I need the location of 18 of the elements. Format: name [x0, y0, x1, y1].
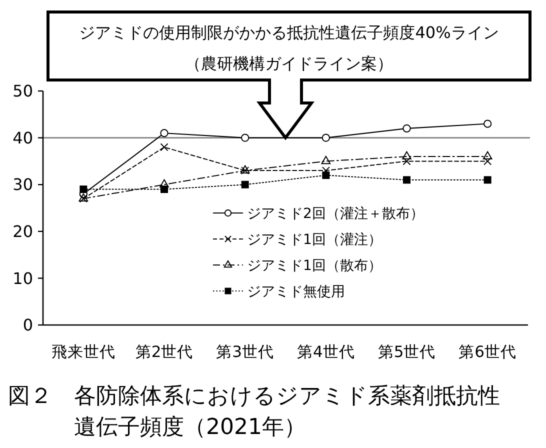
legend-label: ジアミド1回（灌注）	[247, 232, 382, 248]
y-tick-label: 30	[12, 175, 33, 194]
legend-label: ジアミド無使用	[247, 284, 345, 300]
legend-label: ジアミド1回（散布）	[247, 258, 382, 274]
x-tick-label: 第3世代	[216, 343, 274, 361]
legend-label: ジアミド2回（灌注＋散布）	[247, 206, 424, 222]
y-tick-label: 10	[12, 268, 33, 288]
text: ジアミドの使用制限がかかる抵抗性遺伝子頻度40%ライン（農研機構ガイドライン案）	[79, 23, 499, 73]
x-tick-label: 第4世代	[296, 343, 355, 361]
y-tick-label: 0	[22, 316, 33, 335]
text: 図２ 各防除体系におけるジアミド系薬剤抵抗性遺伝子頻度（2021年）	[8, 384, 500, 440]
y-tick-label: 40	[12, 128, 33, 148]
x-tick-label: 第5世代	[378, 343, 436, 361]
x-tick-label: 第6世代	[458, 343, 517, 361]
x-tick-label: 飛来世代	[51, 343, 116, 361]
y-tick-label: 50	[12, 82, 33, 101]
x-tick-label: 第2世代	[135, 343, 194, 361]
y-tick-label: 20	[12, 222, 33, 241]
